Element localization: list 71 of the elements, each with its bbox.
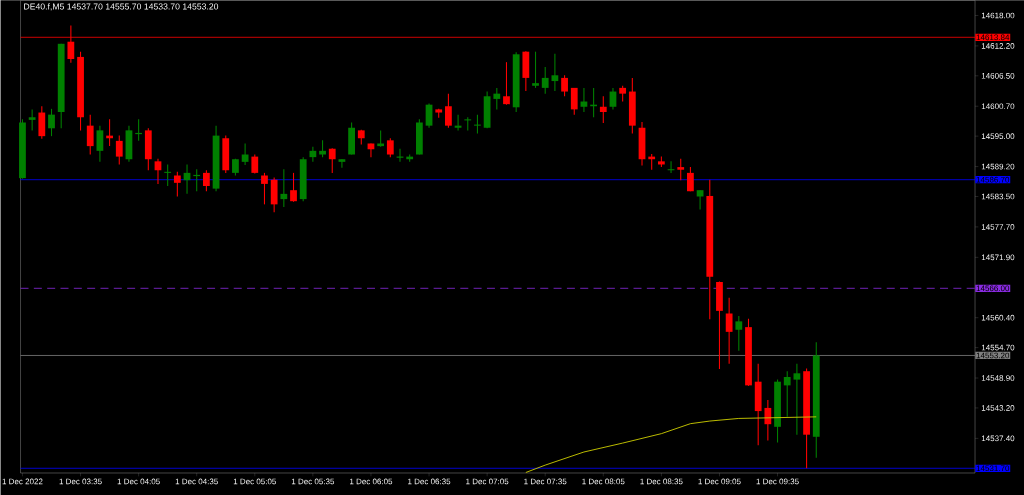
y-tick-label: 14560.40 [981,314,1015,321]
candlestick [96,125,104,163]
ref-line-label: 14613.84 [976,34,1010,41]
candlestick [570,87,578,116]
x-tick-label: 1 Dec 08:35 [640,478,683,485]
x-tick-label: 1 Dec 06:35 [408,478,451,485]
candlestick [48,108,55,137]
candlestick [386,137,394,158]
candlestick [687,166,694,192]
candlestick [599,95,607,124]
candlestick [474,114,481,135]
x-tick-label: 1 Dec 03:35 [59,478,102,485]
ref-line-label: 14586.70 [976,176,1010,183]
candlestick [396,148,404,163]
x-tick-label: 1 Dec 09:35 [756,478,799,485]
candlestick [793,363,801,436]
y-tick-label: 14543.20 [981,405,1015,411]
line-series [525,416,817,473]
x-tick-label: 1 Dec 04:05 [117,478,160,485]
x-tick-label: 1 Dec 05:35 [291,478,335,485]
y-tick-label: 14537.40 [981,435,1015,442]
candlestick [203,169,210,192]
y-tick-label: 14612.20 [981,43,1015,49]
y-tick-label: 14583.50 [981,193,1015,200]
candlestick [551,53,559,92]
candlestick [783,370,791,418]
candlestick [164,163,172,187]
ref-line-label: 14553.20 [976,352,1010,359]
candlestick [173,171,181,198]
x-tick-label: 1 Dec 07:35 [524,478,567,485]
ref-line-label: 14531.70 [976,465,1010,472]
candlestick [290,172,297,203]
candlestick [309,146,317,163]
candlestick [367,142,375,158]
y-tick-label: 14571.90 [981,254,1015,261]
x-tick-label: 1 Dec 05:05 [233,478,277,485]
x-tick-label: 1 Dec 07:05 [466,478,509,485]
y-tick-label: 14600.70 [981,103,1015,110]
candlestick [532,51,539,89]
y-tick-label: 14618.00 [981,12,1015,19]
candlestick [541,66,549,95]
y-tick-label: 14606.50 [981,72,1015,79]
candlestick [115,135,123,166]
x-tick-label: 1 Dec 2022 [2,478,43,485]
y-tick-label: 14554.70 [981,344,1015,351]
candlestick [338,158,346,169]
candlestick [677,158,685,181]
x-tick-label: 1 Dec 08:05 [582,478,625,485]
chart-title: DE40.f,M5 14537.70 14555.70 14533.70 14553.20 [24,3,219,11]
candlestick [493,87,501,110]
candlestick [725,297,733,365]
x-tick-label: 1 Dec 09:05 [698,478,741,485]
ref-line-label: 14566.00 [976,285,1010,292]
candlestick [241,142,249,166]
y-tick-label: 14577.70 [981,224,1015,230]
candlestick [154,158,162,185]
candlestick [86,114,94,156]
y-tick-label: 14548.90 [981,375,1015,381]
x-tick-label: 1 Dec 06:05 [350,478,393,485]
x-tick-label: 1 Dec 04:35 [175,478,218,485]
y-tick-label: 14595.00 [981,133,1015,139]
candlestick [261,172,268,205]
y-tick-label: 14589.20 [981,163,1015,170]
candlestick [503,61,510,106]
candlestick [280,168,288,208]
candlestick [28,108,36,131]
candlestick [445,93,452,129]
candlestick [38,105,46,140]
candlestick [735,315,743,352]
candlestick [328,147,336,174]
candlestick [561,74,568,97]
